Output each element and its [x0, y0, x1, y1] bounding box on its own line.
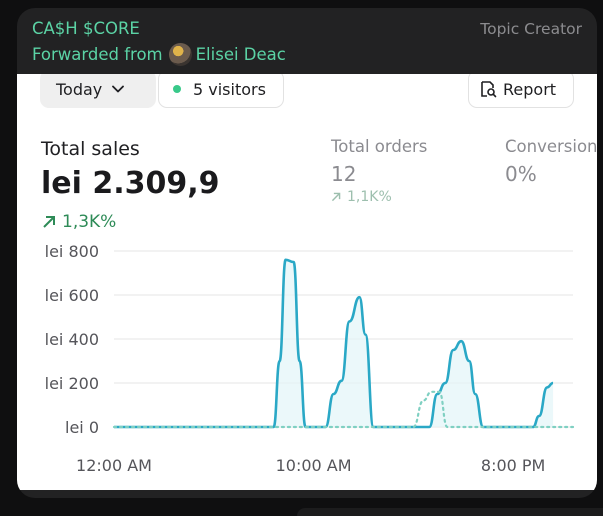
- y-tick-label: lei 400: [45, 330, 99, 349]
- series-area: [114, 259, 554, 427]
- arrow-up-right-icon: [331, 192, 341, 202]
- y-tick-label: lei 0: [65, 418, 99, 437]
- total-orders-trend-value: 1,1K%: [347, 189, 392, 205]
- y-tick-label: lei 800: [45, 242, 99, 261]
- message-header: CA$H $CORE Topic Creator Forwarded from …: [17, 8, 597, 74]
- forwarded-message-bubble: CA$H $CORE Topic Creator Forwarded from …: [17, 8, 597, 498]
- forwarded-author-name[interactable]: Elisei Deac: [195, 44, 286, 64]
- arrow-up-right-icon: [43, 216, 55, 228]
- total-sales-trend-value: 1,3K%: [62, 212, 117, 232]
- visitors-label: 5 visitors: [193, 79, 266, 99]
- comparison-series-line: [112, 390, 575, 429]
- report-search-icon: [481, 81, 497, 98]
- sales-chart: lei 800 lei 600 lei 400 lei 200 lei 0 12:00 …: [45, 242, 575, 475]
- x-tick-label: 10:00 AM: [276, 456, 352, 475]
- x-tick-label: 8:00 PM: [481, 456, 545, 475]
- topic-creator-badge: Topic Creator: [480, 20, 582, 38]
- avatar: [168, 42, 192, 66]
- report-button[interactable]: Report: [468, 74, 574, 108]
- channel-name[interactable]: CA$H $CORE: [32, 19, 140, 38]
- total-sales-trend: 1,3K%: [42, 212, 116, 232]
- conversion-value: 0%: [505, 162, 537, 186]
- analytics-screenshot[interactable]: Today 5 visitors Report Total sales lei …: [17, 74, 597, 490]
- y-tick-label: lei 600: [45, 286, 99, 305]
- next-message-edge: [297, 508, 603, 516]
- x-tick-label: 12:00 AM: [76, 456, 152, 475]
- live-visitors-button[interactable]: 5 visitors: [158, 74, 284, 108]
- forwarded-prefix: Forwarded from: [32, 44, 163, 64]
- conversion-label: Conversion: [505, 137, 597, 156]
- total-sales-value: lei 2.309,9: [41, 166, 220, 201]
- total-sales-label: Total sales: [41, 138, 140, 160]
- forwarded-from-line[interactable]: Forwarded from Elisei Deac: [32, 42, 286, 66]
- chevron-down-icon: [112, 85, 125, 93]
- date-filter-label: Today: [56, 79, 103, 99]
- total-orders-label: Total orders: [331, 137, 428, 156]
- total-orders-trend: 1,1K%: [331, 189, 392, 205]
- report-label: Report: [503, 79, 557, 99]
- live-dot-icon: [173, 85, 181, 93]
- date-filter-dropdown[interactable]: Today: [40, 74, 156, 108]
- y-tick-label: lei 200: [45, 374, 99, 393]
- total-orders-value: 12: [331, 162, 357, 186]
